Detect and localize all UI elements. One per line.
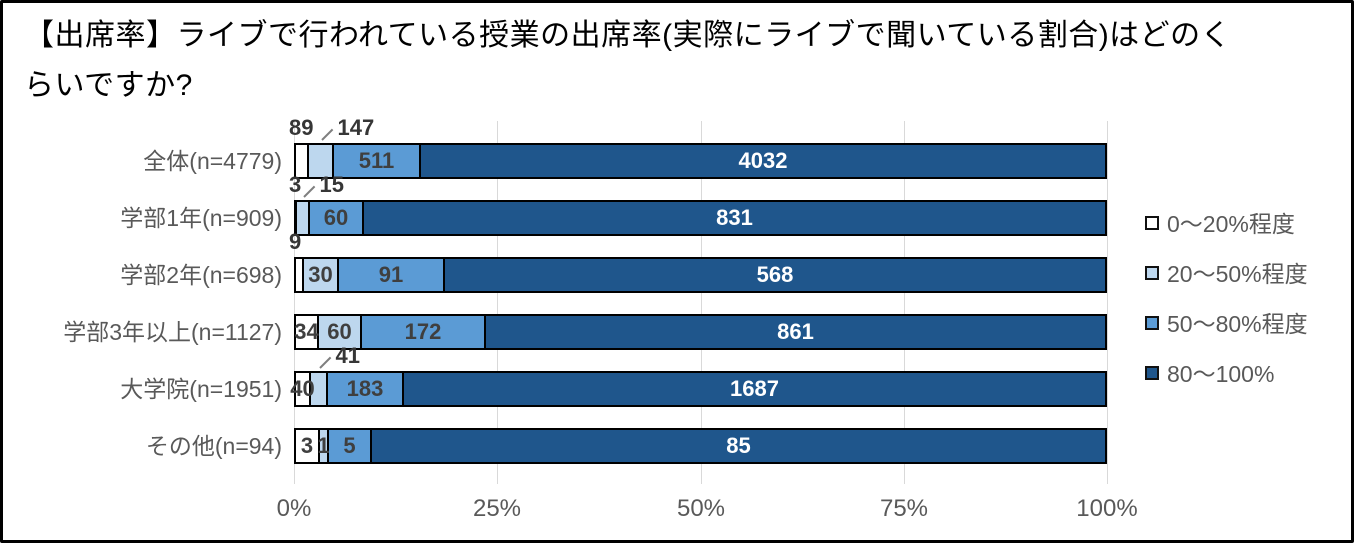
bar-segment	[317, 314, 362, 350]
legend-label: 80〜100%	[1167, 361, 1275, 387]
bar-segment	[484, 314, 1107, 350]
x-tick-label: 25%	[472, 495, 522, 522]
bar-segment	[360, 314, 486, 350]
bar-value-label: 89	[289, 115, 314, 140]
legend-swatch	[1145, 266, 1159, 280]
category-label: 学部3年以上(n=1127)	[63, 319, 282, 345]
legend-label: 20〜50%程度	[1167, 261, 1308, 287]
bar-value-label: 60	[323, 205, 349, 230]
bar-segment	[370, 428, 1107, 464]
leader-line	[320, 128, 333, 141]
x-tick-label: 0%	[276, 495, 312, 522]
x-tick-label: 50%	[676, 495, 726, 522]
x-tick-label: 100%	[1076, 495, 1138, 522]
leader-line	[318, 356, 331, 369]
gridline	[1107, 121, 1108, 484]
bar-value-label: 91	[378, 262, 404, 287]
legend-swatch	[1145, 366, 1159, 380]
bar-segment	[443, 257, 1107, 293]
legend-label: 0〜20%程度	[1167, 211, 1295, 237]
bar-segment	[419, 143, 1107, 179]
bar-value-label: 9	[289, 229, 302, 254]
category-label: 学部1年(n=909)	[120, 205, 282, 231]
bar-value-label: 1687	[730, 376, 779, 401]
category-label: 全体(n=4779)	[143, 148, 282, 174]
legend-swatch	[1145, 316, 1159, 330]
category-label: 学部2年(n=698)	[120, 262, 282, 288]
bar-value-label: 831	[716, 205, 753, 230]
gridline	[701, 121, 702, 484]
gridline	[497, 121, 498, 484]
x-tick-label: 75%	[879, 495, 929, 522]
bar-value-label: 5	[343, 433, 356, 458]
bar-value-label: 60	[327, 319, 352, 344]
category-label: その他(n=94)	[145, 433, 282, 459]
bar-value-label: 183	[346, 376, 384, 401]
chart-title: 【出席率】ライブで行われている授業の出席率(実際にライブで聞いている割合)はどの…	[24, 19, 1232, 102]
bar-value-label: 40	[290, 376, 315, 401]
category-label: 大学院(n=1951)	[120, 376, 282, 402]
bar-value-label: 3	[300, 433, 314, 458]
legend-label: 50〜80%程度	[1167, 311, 1308, 337]
bar-value-label: 147	[337, 115, 375, 140]
bar-value-label: 41	[335, 343, 360, 368]
leader-line	[302, 185, 315, 198]
bar-value-label: 861	[777, 319, 814, 344]
gridline	[294, 121, 295, 484]
bar-value-label: 85	[726, 433, 751, 458]
bar-value-label: 30	[308, 262, 333, 287]
gridline	[904, 121, 905, 484]
bar-value-label: 511	[358, 148, 395, 173]
bar-value-label: 4032	[738, 148, 788, 173]
bar-value-label: 172	[404, 319, 442, 344]
bar-value-label: 34	[294, 319, 319, 344]
bar-value-label: 568	[756, 262, 794, 287]
bar-value-label: 1	[317, 433, 330, 458]
bar-value-label: 3	[289, 172, 302, 197]
bar-segment	[307, 143, 334, 179]
bar-segment	[337, 257, 445, 293]
bar-value-label: 15	[319, 172, 344, 197]
legend-swatch	[1145, 216, 1159, 230]
bar-segment	[362, 200, 1107, 236]
bar-segment	[402, 371, 1107, 407]
